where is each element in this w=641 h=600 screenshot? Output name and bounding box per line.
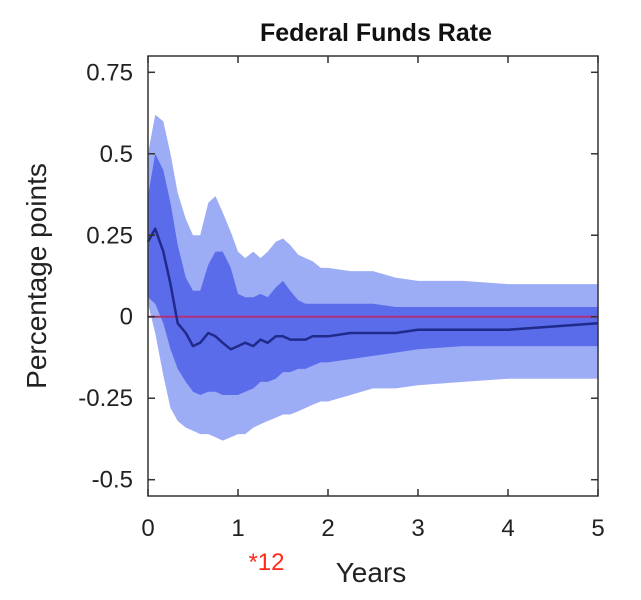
x-tick-label: 4 xyxy=(501,515,514,542)
y-tick-label: 0.25 xyxy=(86,222,133,249)
y-tick-label: -0.25 xyxy=(78,385,133,412)
chart-title: Federal Funds Rate xyxy=(260,19,492,47)
scale-annotation: *12 xyxy=(248,549,284,576)
x-tick-label: 2 xyxy=(321,515,334,542)
y-tick-label: 0.5 xyxy=(100,141,133,168)
axis-ticks: 0 1 2 3 4 5 0.75 0.5 0.25 0 -0.25 -0.5 xyxy=(78,56,605,542)
x-tick-label: 1 xyxy=(231,515,244,542)
x-axis-label: Years xyxy=(336,557,407,588)
y-axis-label: Percentage points xyxy=(21,163,52,389)
y-tick-label: 0.75 xyxy=(86,59,133,86)
x-tick-label: 0 xyxy=(141,515,154,542)
y-tick-label: 0 xyxy=(120,304,133,331)
x-tick-label: 5 xyxy=(591,515,604,542)
x-tick-label: 3 xyxy=(411,515,424,542)
plot-area xyxy=(146,114,599,441)
median-response-line xyxy=(146,227,599,351)
inner-confidence-band xyxy=(148,153,598,395)
y-tick-label: -0.5 xyxy=(92,467,133,494)
plot-frame xyxy=(147,55,599,497)
